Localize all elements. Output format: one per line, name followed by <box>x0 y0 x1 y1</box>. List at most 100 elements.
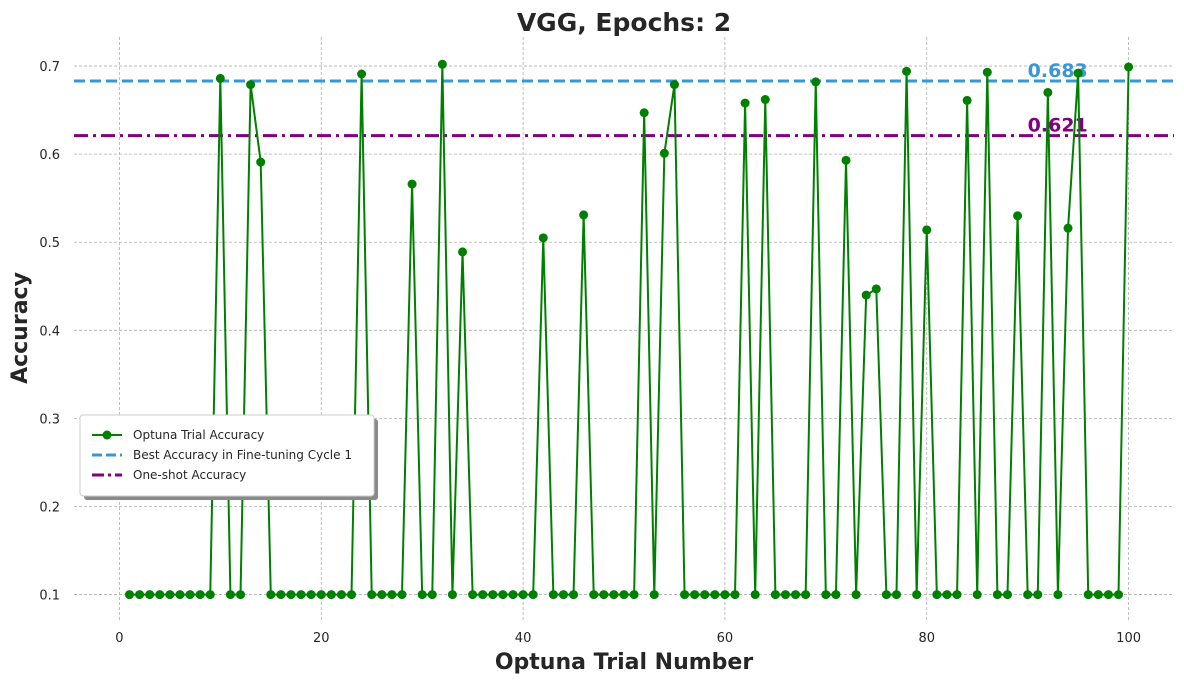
data-point <box>1093 590 1103 600</box>
data-point <box>791 590 801 600</box>
data-point <box>508 590 518 600</box>
data-point <box>690 590 700 600</box>
data-point <box>659 148 669 158</box>
y-tick-label: 0.1 <box>39 589 60 604</box>
data-point <box>639 108 649 118</box>
data-point <box>165 590 175 600</box>
data-point <box>195 590 205 600</box>
data-point <box>347 590 357 600</box>
x-tick-label: 60 <box>717 631 734 646</box>
x-tick-label: 40 <box>515 631 532 646</box>
legend-box <box>79 414 375 497</box>
data-point <box>831 590 841 600</box>
data-point <box>801 590 811 600</box>
data-point <box>478 590 488 600</box>
data-point <box>760 95 770 105</box>
data-point <box>1103 590 1113 600</box>
data-point <box>367 590 377 600</box>
data-point <box>306 590 316 600</box>
x-tick-label: 20 <box>313 631 330 646</box>
legend-label-best: Best Accuracy in Fine-tuning Cycle 1 <box>133 448 352 462</box>
data-point <box>1023 590 1033 600</box>
data-point <box>256 157 266 167</box>
data-point <box>922 225 932 235</box>
data-point <box>1043 87 1053 97</box>
data-point <box>1113 590 1123 600</box>
data-point <box>912 590 922 600</box>
data-point <box>579 210 589 220</box>
data-point <box>992 590 1002 600</box>
data-point <box>175 590 185 600</box>
data-point <box>145 590 155 600</box>
y-axis-title: Accuracy <box>8 272 33 384</box>
y-tick-label: 0.2 <box>39 500 60 515</box>
reference-lines: 0.683 0.621 <box>74 60 1174 138</box>
data-point <box>215 73 225 83</box>
data-point <box>871 284 881 294</box>
data-point <box>246 80 256 90</box>
data-point <box>821 590 831 600</box>
x-tick-label: 80 <box>918 631 935 646</box>
data-point <box>518 590 528 600</box>
data-point <box>1013 211 1023 221</box>
data-point <box>740 98 750 108</box>
data-point <box>125 590 135 600</box>
data-point <box>407 179 417 189</box>
legend-marker-trial <box>102 430 112 440</box>
legend-label-trial: Optuna Trial Accuracy <box>133 428 264 442</box>
y-tick-labels: 0.1 0.2 0.3 0.4 0.5 0.6 0.7 <box>39 60 60 604</box>
data-point <box>881 590 891 600</box>
data-point <box>1124 62 1134 72</box>
data-point <box>135 590 145 600</box>
data-point <box>397 590 407 600</box>
data-point <box>1073 68 1083 78</box>
series-group <box>125 59 1134 600</box>
data-point <box>750 590 760 600</box>
data-point <box>185 590 195 600</box>
one-shot-accuracy-label: 0.621 <box>1028 115 1088 137</box>
data-point <box>932 590 942 600</box>
data-point <box>377 590 387 600</box>
data-point <box>649 590 659 600</box>
x-tick-label: 100 <box>1116 631 1141 646</box>
data-point <box>468 590 478 600</box>
data-point <box>528 590 538 600</box>
data-point <box>680 590 690 600</box>
data-point <box>902 66 912 76</box>
data-point <box>972 590 982 600</box>
data-point <box>609 590 619 600</box>
y-tick-label: 0.5 <box>39 236 60 251</box>
data-point <box>569 590 579 600</box>
y-tick-label: 0.4 <box>39 324 60 339</box>
data-point <box>498 590 508 600</box>
data-point <box>851 590 861 600</box>
data-point <box>710 590 720 600</box>
data-point <box>286 590 296 600</box>
data-point <box>1063 223 1073 233</box>
data-point <box>962 95 972 105</box>
trial-accuracy-line <box>129 63 1130 596</box>
data-point <box>427 590 437 600</box>
data-point <box>1053 590 1063 600</box>
x-gridlines <box>119 37 1129 621</box>
data-point <box>316 590 326 600</box>
data-point <box>458 247 468 257</box>
data-point <box>225 590 235 600</box>
data-point <box>1033 590 1043 600</box>
y-tick-label: 0.7 <box>39 60 60 75</box>
data-point <box>841 155 851 165</box>
data-point <box>336 590 346 600</box>
data-point <box>417 590 427 600</box>
chart-title: VGG, Epochs: 2 <box>517 8 731 37</box>
data-point <box>1083 590 1093 600</box>
data-point <box>205 590 215 600</box>
data-point <box>942 590 952 600</box>
data-point <box>720 590 730 600</box>
data-point <box>296 590 306 600</box>
data-point <box>1002 590 1012 600</box>
data-point <box>266 590 276 600</box>
best-accuracy-label: 0.683 <box>1028 60 1088 82</box>
data-point <box>236 590 246 600</box>
data-point <box>730 590 740 600</box>
